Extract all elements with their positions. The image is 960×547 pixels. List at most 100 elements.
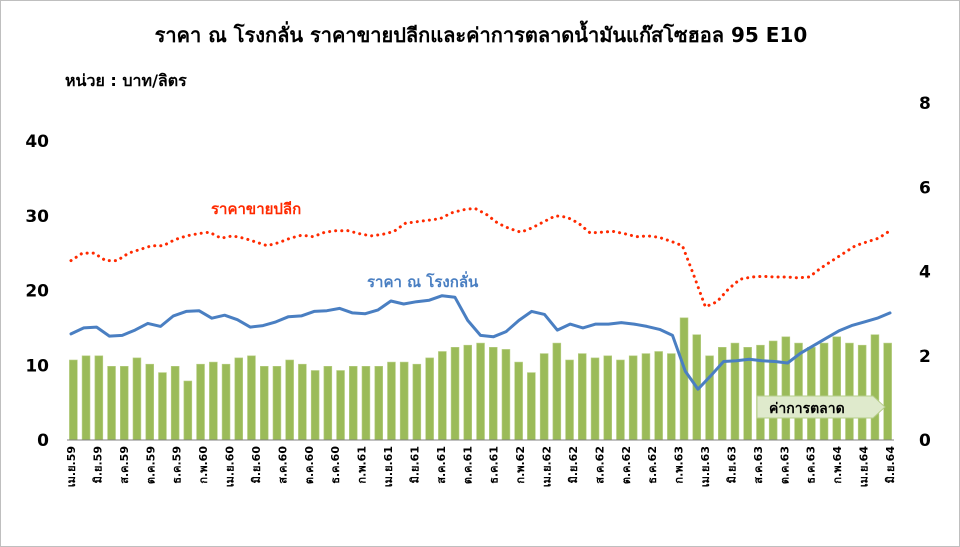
left-tick-label: 20	[25, 282, 49, 302]
x-tick-label: ต.ค.59	[144, 446, 157, 484]
margin-bar	[196, 363, 205, 441]
x-tick-label: เม.ย.62	[541, 446, 554, 487]
x-tick-label: เม.ย.61	[382, 446, 395, 487]
margin-bar	[768, 340, 778, 441]
margin-bar	[857, 344, 867, 441]
margin-bar	[412, 363, 422, 441]
margin-bar	[832, 336, 841, 441]
margin-bar	[247, 355, 256, 441]
margin-bar	[285, 359, 294, 441]
margin-bar	[425, 357, 434, 441]
margin-bar	[120, 365, 129, 441]
x-tick-label: ก.พ.61	[356, 446, 369, 484]
margin-bar	[476, 342, 485, 441]
x-tick-label: ธ.ค.63	[805, 446, 818, 484]
margin-bar	[234, 357, 244, 441]
margin-bar	[221, 363, 231, 441]
right-tick-label: 8	[919, 94, 931, 114]
right-tick-label: 2	[919, 347, 931, 367]
left-tick-label: 0	[37, 431, 49, 451]
x-tick-label: มิ.ย.63	[725, 446, 738, 483]
margin-bar	[730, 342, 740, 441]
axes: 0 10 20 30 40 0 2 4 6 8 เม.ย.59 มิ.ย.59 ส.ค.59 ต.ค.59…	[25, 94, 931, 487]
x-tick-label: เม.ย.60	[224, 446, 237, 487]
margin-bar	[348, 365, 358, 441]
margin-bar	[577, 353, 587, 441]
x-tick-label: ธ.ค.59	[171, 446, 184, 484]
margin-bar	[81, 355, 91, 441]
right-tick-label: 4	[919, 263, 931, 283]
price-lines	[69, 206, 892, 391]
x-tick-label: ก.พ.63	[673, 446, 686, 484]
x-tick-label: ก.พ.62	[514, 446, 527, 484]
x-tick-label: ส.ค.62	[593, 446, 606, 484]
margin-bar	[667, 353, 676, 441]
margin-bar	[552, 342, 562, 441]
margin-bar	[807, 346, 816, 441]
unit-label: หน่วย : บาท/ลิตร	[65, 71, 187, 90]
left-tick-label: 10	[25, 356, 49, 376]
x-tick-label: ก.พ.60	[197, 446, 210, 484]
x-tick-label: มิ.ย.64	[884, 446, 897, 484]
x-tick-label: ส.ค.60	[276, 446, 289, 484]
x-tick-label: ต.ค.60	[303, 446, 316, 485]
margin-bar	[158, 372, 167, 441]
margin-bar	[501, 349, 511, 441]
margin-bar	[488, 346, 498, 441]
x-tick-label: เม.ย.63	[699, 446, 712, 487]
margin-bar	[870, 334, 880, 441]
margin-bar	[628, 355, 638, 441]
margin-bar	[603, 355, 612, 441]
margin-bar	[259, 365, 269, 441]
margin-bar	[374, 365, 383, 441]
margin-bar	[272, 365, 282, 441]
margin-bar	[336, 370, 345, 441]
x-tick-label: ส.ค.63	[752, 446, 765, 484]
margin-bar	[310, 370, 320, 441]
margin-bar	[450, 346, 460, 441]
x-tick-label: มิ.ย.59	[91, 446, 104, 483]
chart-title: ราคา ณ โรงกลั่น ราคาขายปลีกและค่าการตลาด…	[154, 23, 808, 47]
x-tick-label: เม.ย.64	[858, 446, 871, 487]
margin-bar	[399, 361, 409, 441]
margin-bar	[107, 365, 116, 441]
margin-bar	[323, 365, 333, 441]
margin-bar	[679, 317, 689, 441]
margin-legend-arrow: ค่าการตลาด	[756, 395, 886, 419]
x-tick-label: มิ.ย.60	[250, 446, 263, 484]
x-tick-label: ธ.ค.60	[329, 446, 342, 484]
margin-bar	[705, 355, 714, 441]
refinery-series-label: ราคา ณ โรงกลั่น	[367, 271, 479, 291]
right-tick-label: 0	[919, 431, 931, 451]
x-tick-label: ต.ค.61	[461, 446, 474, 484]
x-tick-label: ก.พ.64	[831, 446, 844, 484]
margin-bar	[883, 342, 892, 441]
right-tick-label: 6	[919, 178, 931, 198]
margin-bar	[209, 361, 218, 441]
retail-series-label: ราคาขายปลีก	[211, 200, 301, 218]
margin-bar	[539, 353, 549, 441]
margin-bar	[463, 344, 472, 441]
x-tick-label: มิ.ย.61	[408, 446, 421, 483]
margin-bar	[565, 359, 574, 441]
x-tick-label: ธ.ค.61	[488, 446, 501, 484]
margin-bar	[654, 351, 663, 441]
left-tick-label: 40	[25, 132, 49, 152]
margin-bar	[132, 357, 142, 441]
margin-bar	[819, 342, 829, 441]
margin-bar	[94, 355, 104, 441]
x-tick-label: ต.ค.63	[778, 446, 791, 484]
refinery-price-line	[69, 294, 892, 391]
retail-price-line	[69, 206, 892, 309]
margin-bar	[616, 359, 625, 441]
left-tick-label: 30	[25, 207, 49, 227]
margin-bar	[69, 359, 78, 441]
x-tick-label: มิ.ย.62	[567, 446, 580, 483]
margin-bar	[145, 363, 155, 441]
x-tick-label: ส.ค.61	[435, 446, 448, 484]
x-tick-label: ต.ค.62	[620, 446, 633, 484]
margin-bar	[781, 336, 791, 441]
margin-bar	[183, 380, 193, 441]
margin-bar	[514, 361, 523, 441]
